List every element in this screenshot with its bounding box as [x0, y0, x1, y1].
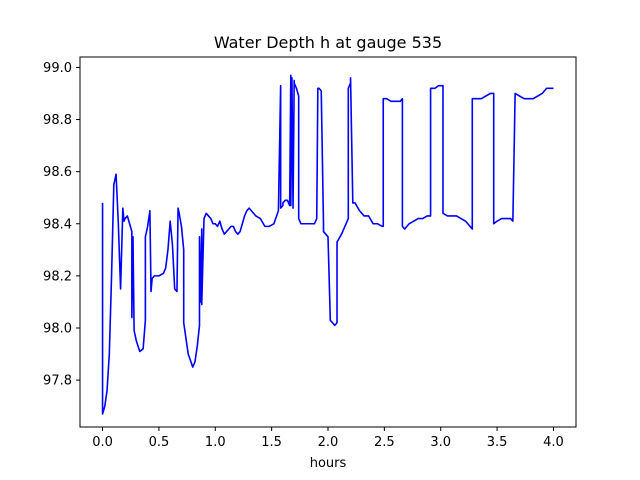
chart-title: Water Depth h at gauge 535: [214, 33, 442, 52]
y-tick-label: 98.6: [43, 165, 72, 180]
series-line: [101, 74, 554, 415]
plot-frame: [79, 56, 577, 428]
x-axis-label: hours: [310, 456, 347, 471]
y-axis-ticks: 97.8 98.0 98.2 98.4 98.6 98.8 99.0: [43, 61, 80, 389]
y-tick-label: 98.0: [43, 321, 72, 336]
x-tick-label: 4.0: [543, 435, 564, 450]
x-tick-label: 3.5: [487, 435, 508, 450]
y-tick-label: 98.2: [43, 269, 72, 284]
y-tick-label: 98.8: [43, 113, 72, 128]
y-tick-label: 99.0: [43, 61, 72, 76]
x-tick-label: 1.0: [205, 435, 226, 450]
y-tick-label: 97.8: [43, 374, 72, 389]
x-tick-label: 1.5: [261, 435, 282, 450]
x-tick-label: 2.5: [374, 435, 395, 450]
y-tick-label: 98.4: [43, 217, 72, 232]
x-axis-ticks: 0.0 0.5 1.0 1.5 2.0 2.5 3.0 3.5 4.0: [92, 427, 564, 450]
x-tick-label: 2.0: [318, 435, 339, 450]
x-tick-label: 3.0: [430, 435, 451, 450]
x-tick-label: 0.0: [92, 435, 113, 450]
series-layer: [101, 74, 554, 415]
x-tick-label: 0.5: [149, 435, 170, 450]
